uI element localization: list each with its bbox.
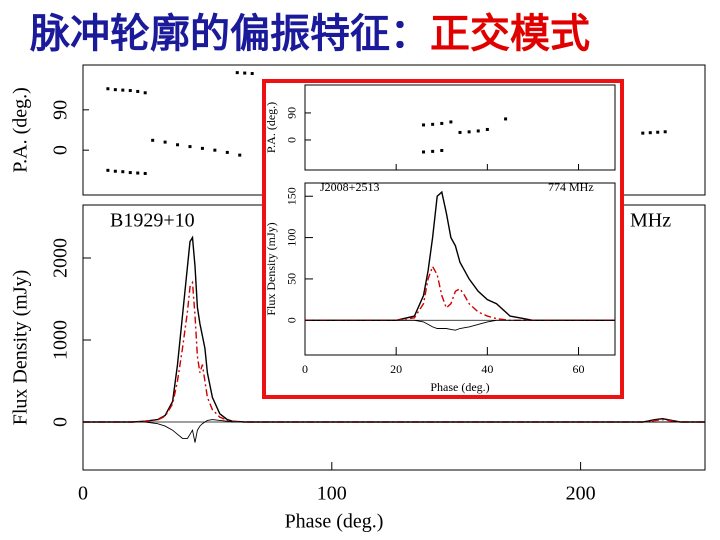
pa-point — [431, 149, 435, 153]
x-tick-label: 40 — [481, 362, 493, 376]
pa-point — [476, 129, 480, 133]
chart-title: B1929+10 — [110, 210, 195, 232]
pa-point — [235, 71, 239, 75]
pa-point — [656, 130, 660, 134]
y-tick-label: 100 — [285, 229, 299, 247]
pa-point — [422, 123, 426, 127]
pa-point — [458, 130, 462, 134]
flux-frame — [304, 182, 616, 356]
pa-point — [163, 140, 167, 144]
pa-point — [225, 150, 229, 154]
pa-tick-label: 0 — [285, 137, 299, 143]
chart-subtitle: 774 MHz — [548, 180, 594, 194]
pa-point — [121, 170, 125, 174]
pa-point — [113, 169, 117, 173]
pa-point — [188, 145, 192, 149]
pa-point — [106, 87, 110, 91]
y-axis-label: Flux Density (mJy) — [10, 270, 32, 426]
x-tick-label: 60 — [573, 362, 585, 376]
pa-point — [641, 131, 645, 135]
x-tick-label: 0 — [302, 362, 308, 376]
chart: 0 20 40 60 0 50 100 150 0 90 J2008+2513 774 MHz Phas… — [262, 79, 624, 399]
x-tick-label: 200 — [566, 483, 596, 505]
pa-point — [440, 121, 444, 125]
x-tick-label: 20 — [390, 362, 402, 376]
pa-point — [121, 88, 125, 92]
x-tick-label: 100 — [317, 483, 347, 505]
inset-background — [266, 83, 620, 395]
pa-tick-label: 90 — [50, 100, 72, 120]
pa-point — [238, 153, 242, 157]
pa-point — [136, 171, 140, 175]
y-tick-label: 150 — [285, 187, 299, 205]
pa-point — [467, 130, 471, 134]
pa-point — [250, 72, 254, 76]
profile-line — [83, 280, 705, 423]
pa-point — [440, 148, 444, 152]
pa-point — [243, 71, 247, 75]
pa-point — [136, 89, 140, 93]
pa-point — [422, 150, 426, 154]
highlight-box — [262, 79, 624, 399]
pa-point — [504, 117, 508, 121]
y-tick-label: 50 — [285, 273, 299, 285]
pa-point — [200, 146, 204, 150]
x-tick-label: 0 — [78, 483, 88, 505]
pa-point — [128, 89, 132, 93]
pa-point — [485, 127, 489, 131]
slide-title: 脉冲轮廓的偏振特征：正交模式 — [30, 11, 590, 57]
pa-point — [106, 168, 110, 172]
pa-point — [213, 148, 217, 152]
y-axis-label: Flux Density (mJy) — [264, 222, 278, 315]
pa-point — [449, 120, 453, 124]
y-tick-label: 1000 — [50, 320, 72, 360]
profile-line — [305, 190, 615, 321]
pa-frame — [304, 84, 616, 171]
pa-point — [648, 131, 652, 135]
pa-axis-label: P.A. (deg.) — [10, 87, 32, 173]
title-emphasis: 正交模式 — [430, 11, 590, 57]
pa-tick-label: 0 — [50, 145, 72, 155]
pa-point — [431, 122, 435, 126]
y-tick-label: 2000 — [50, 238, 72, 278]
chart-subtitle: MHz — [630, 210, 671, 232]
pa-point — [663, 130, 667, 134]
profile-line — [305, 319, 615, 331]
x-axis-label: Phase (deg.) — [285, 511, 384, 533]
pa-point — [143, 171, 147, 175]
y-tick-label: 0 — [50, 417, 72, 427]
profile-line — [305, 264, 615, 321]
y-tick-label: 0 — [285, 317, 299, 323]
pa-point — [176, 143, 180, 147]
pa-point — [143, 91, 147, 95]
chart-title: J2008+2513 — [320, 180, 379, 194]
title-main: 脉冲轮廓的偏振特征： — [30, 11, 430, 57]
pa-axis-label: P.A. (deg.) — [264, 102, 278, 153]
pa-point — [151, 138, 155, 142]
pa-point — [113, 88, 117, 92]
x-axis-label: Phase (deg.) — [430, 380, 489, 394]
pa-tick-label: 90 — [285, 107, 299, 119]
profile-line — [83, 419, 705, 443]
pa-point — [128, 171, 132, 175]
